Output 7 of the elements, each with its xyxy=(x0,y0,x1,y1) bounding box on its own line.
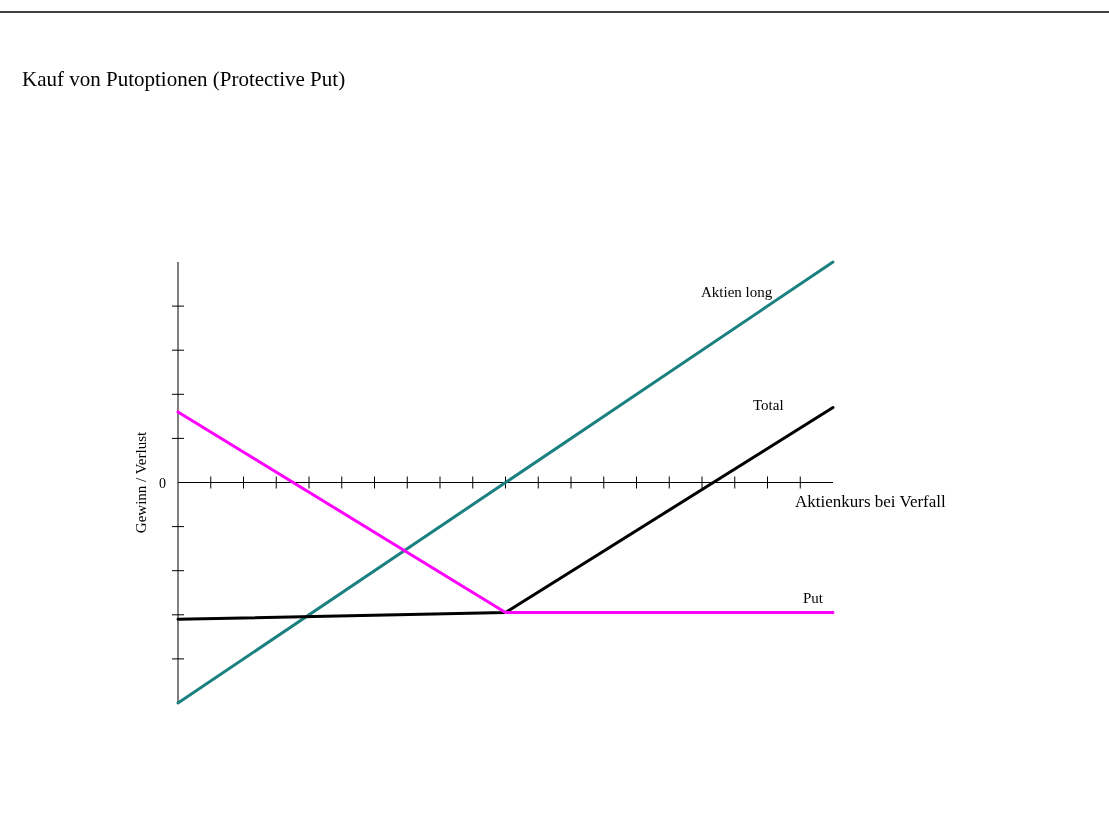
text: 0 xyxy=(159,475,166,491)
chart-title: Kauf von Putoptionen (Protective Put) xyxy=(22,67,346,91)
series-label: Put xyxy=(803,589,824,606)
series-label: Aktien long xyxy=(701,284,773,300)
x-axis-title: Aktienkurs bei Verfall xyxy=(795,491,947,511)
y-axis-title: Gewinn / Verlust xyxy=(133,430,149,534)
series-label: Total xyxy=(753,396,784,413)
